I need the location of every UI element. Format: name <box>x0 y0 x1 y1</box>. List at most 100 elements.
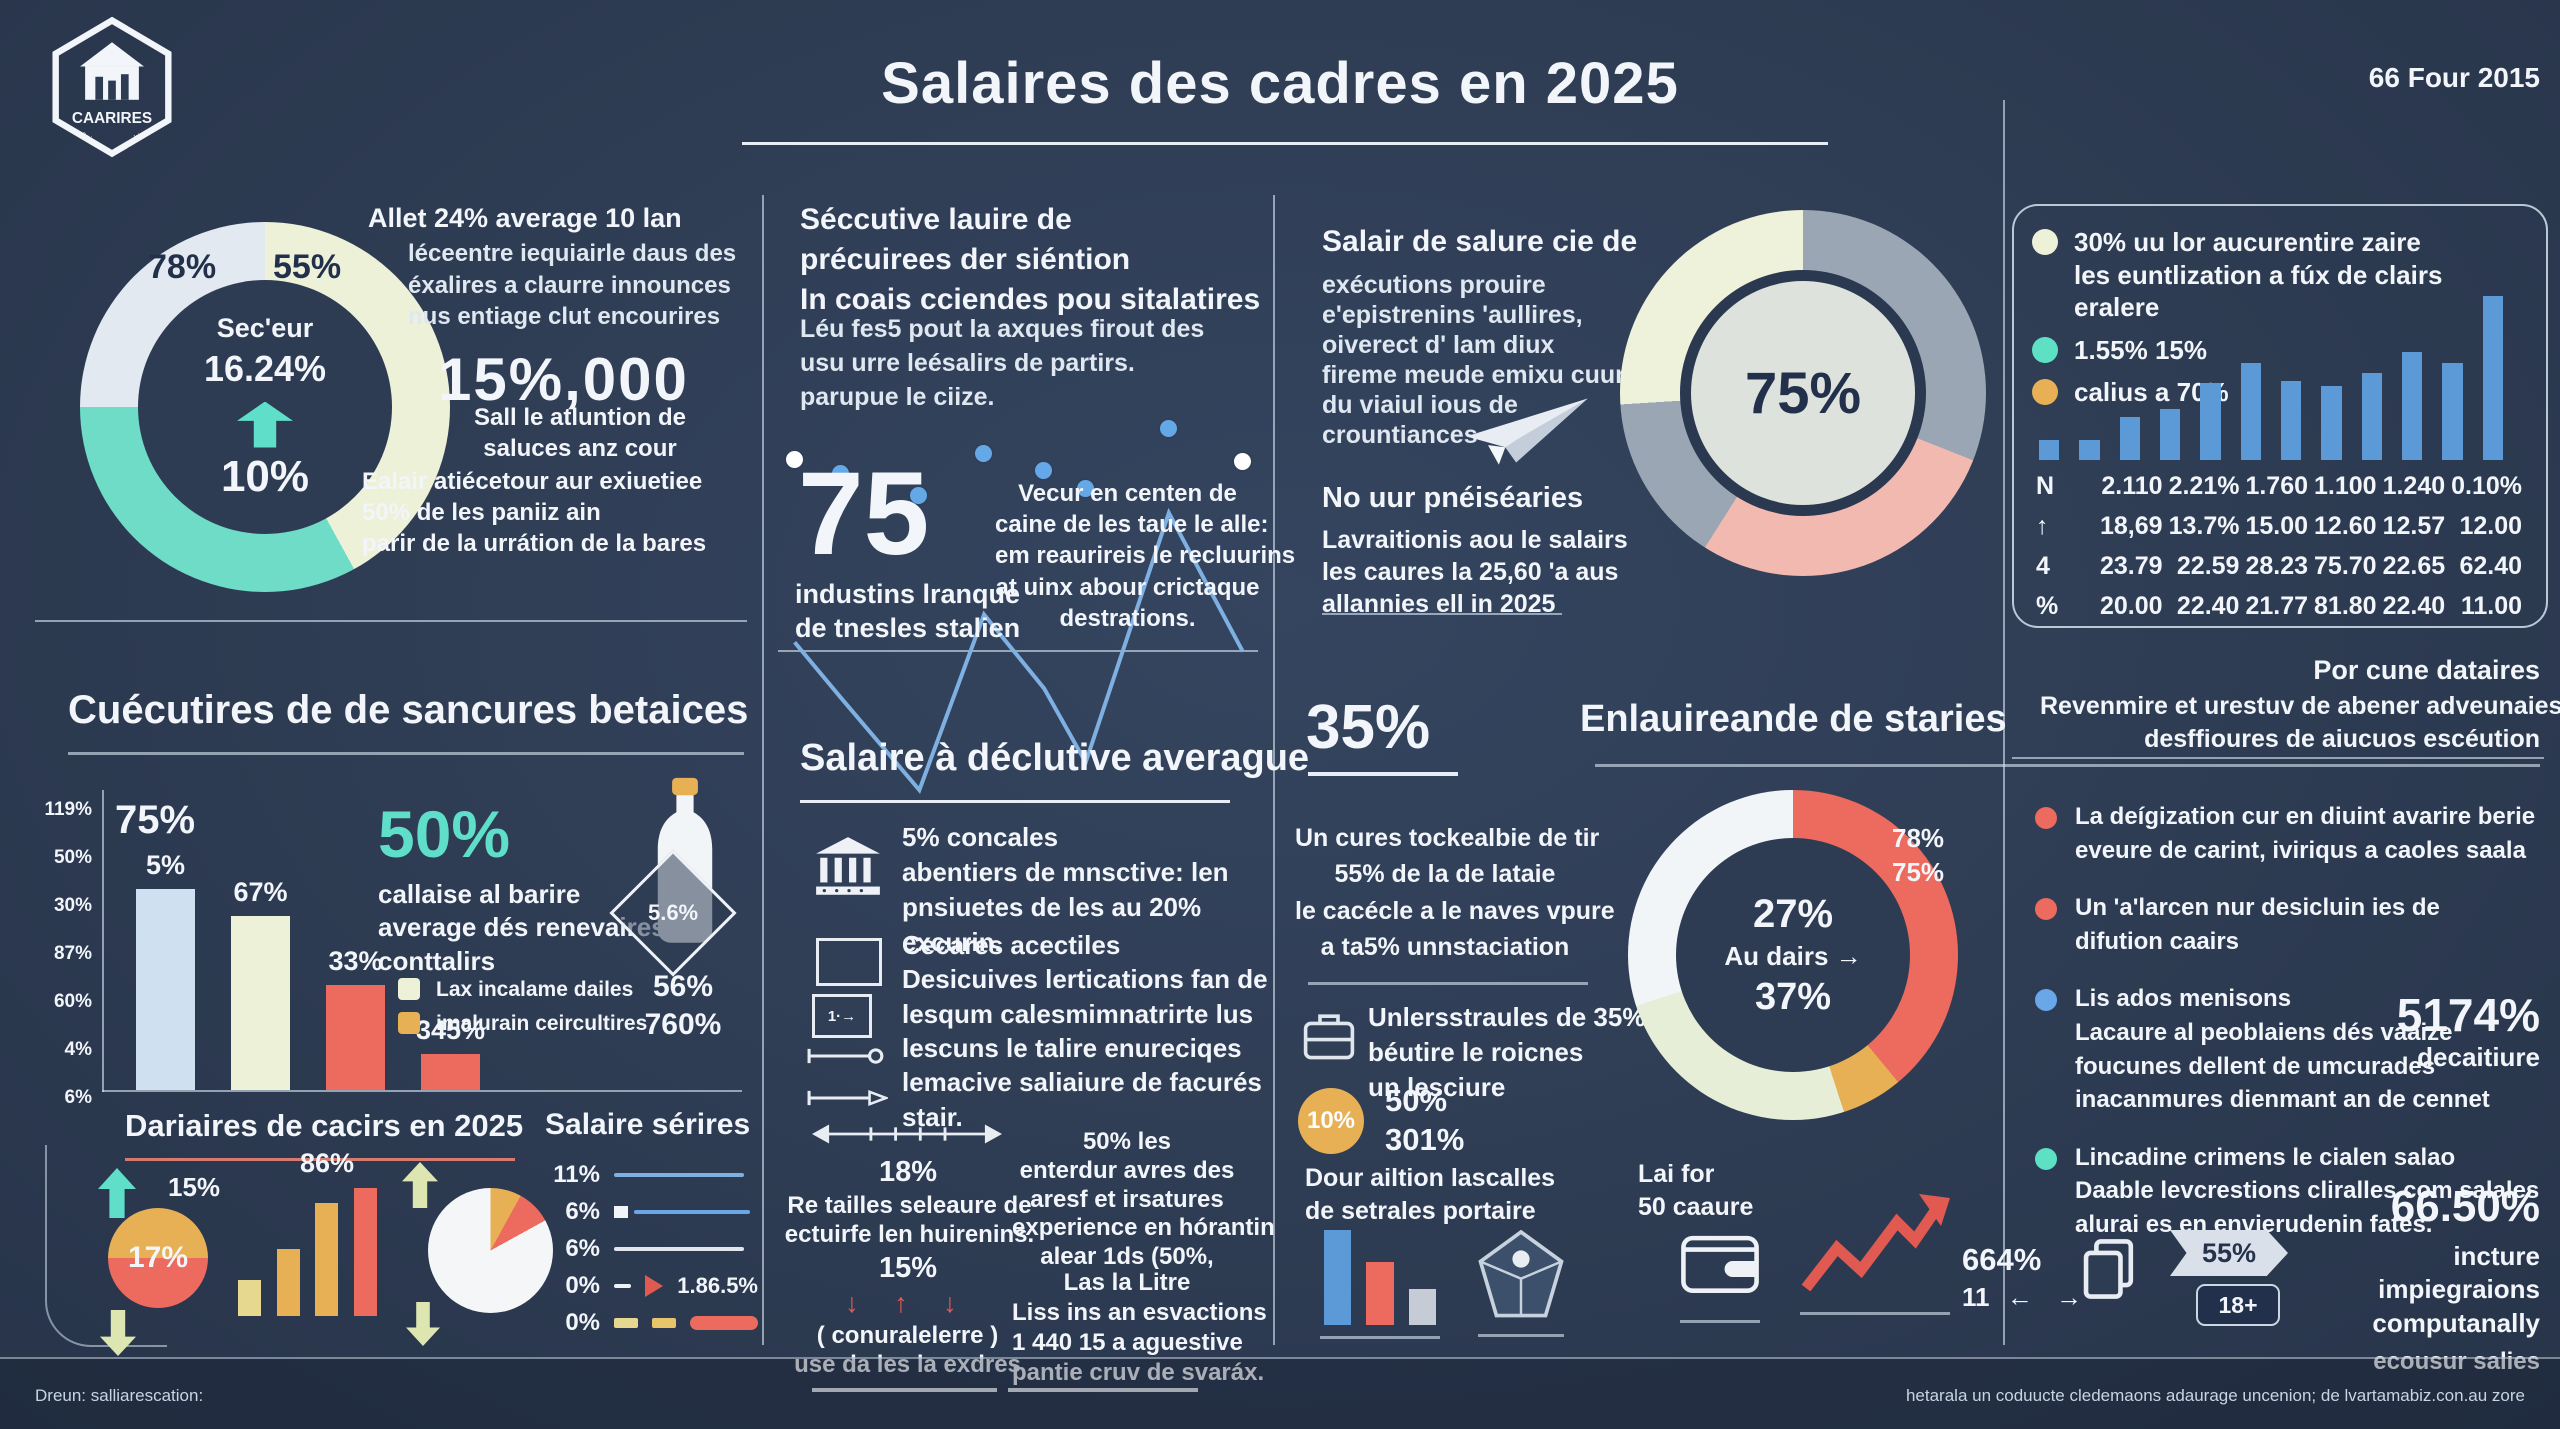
legend-label: 1.55% 15% <box>2074 334 2207 365</box>
legend-dot-icon <box>398 978 420 1000</box>
pr-donut-center-1: 27% <box>1752 891 1834 936</box>
rc-stat-5174-label: decaitiure <box>2417 1042 2540 1072</box>
pr-donut-center-2: Au dairs → <box>1724 940 1862 971</box>
series-row-5: 0% <box>548 1304 759 1341</box>
pm-heading: Salaire à déclutive averague <box>800 737 1310 779</box>
rc-bullet-list: La deígization cur en diuint avarire ber… <box>2035 800 2550 1266</box>
text-line: exécutions prouire <box>1322 271 1546 299</box>
text-line: conttalirs <box>378 945 496 976</box>
line-chart-point <box>1035 462 1053 480</box>
text-line: stair. <box>902 1101 963 1132</box>
pl-teal-lines: callaise al barire average dés renevaires… <box>378 878 666 978</box>
pr-donut-side-label: 78% 75% <box>1892 822 1944 890</box>
pl-bar-chart: 5% 67% 33% 345% <box>128 790 488 1090</box>
text-line: 75% <box>1892 856 1945 887</box>
salary-line-chart <box>785 402 1252 514</box>
text-line: 50% <box>53 847 92 868</box>
badge-55: 55% <box>2170 1230 2288 1276</box>
bar-rect <box>2159 409 2181 460</box>
p4-data-table: N 2.110 2.21% 1.760 1.100 1.240 0.10% ↑ 18,69 13.… <box>2036 472 2522 621</box>
icon-underline-3 <box>1680 1320 1760 1323</box>
text-line: parir de la urrátion de la bares <box>362 530 707 558</box>
line-chart-point <box>1076 480 1094 498</box>
pr-divider <box>1308 982 1588 985</box>
table-cell: 22.40 <box>2176 592 2240 620</box>
legend-item: Lax incalame dailes <box>398 978 647 1002</box>
date-label: 66 Four 2015 <box>2368 62 2540 93</box>
text-line: destrations. <box>1059 604 1196 632</box>
text-line: pnsiuetes de les au 20% <box>902 892 1202 923</box>
pm-lines1: Re tailles seleaure de ectuirfe len huire… <box>782 1192 1037 1250</box>
text-line: 6% <box>64 1087 92 1108</box>
text-line: a ta5% unnstaciation <box>1320 932 1570 961</box>
text-line: 1 440 15 a aguestive <box>1012 1329 1243 1356</box>
bar-rect <box>238 1280 262 1316</box>
text-line: nus entiage clut encourires <box>408 303 721 331</box>
pale-down-arrow-icon2 <box>406 1302 440 1346</box>
table-cell: 22.40 <box>2382 592 2446 620</box>
legend-label: Lax incalame dailes <box>436 978 634 1001</box>
pr-chip-10: 10% <box>1298 1088 1364 1154</box>
bullet-item: La deígization cur en diuint avarire ber… <box>2035 800 2550 867</box>
text-line: lemacive saliaiure de facurés <box>902 1067 1262 1098</box>
table-cell: 81.80 <box>2314 592 2377 620</box>
pl-heading-underline <box>68 752 744 755</box>
text-line: Ealair atiécetour aur exiuetiee <box>362 468 703 495</box>
series-square-marker-icon <box>614 1205 628 1218</box>
up-arrow-icon <box>237 401 293 448</box>
text-line: saluces anz cour <box>483 434 677 462</box>
text-line: le cacécle a le naves vpure <box>1295 896 1615 925</box>
text-line: experience en hórantin <box>1012 1214 1275 1242</box>
flow-arrow-icon-1 <box>807 1048 884 1064</box>
text-line: Revenmire et urestuv de abener adveunaie… <box>2040 692 2560 720</box>
text-line: 301% <box>1385 1121 1465 1157</box>
table-cell: 75.70 <box>2314 552 2377 580</box>
bar-rect <box>2038 440 2060 460</box>
bar <box>2197 296 2223 460</box>
text-line: Lavraitionis aou le salairs <box>1322 526 1628 554</box>
bar: 33% <box>318 790 393 1090</box>
icon-underline-2 <box>1478 1334 1564 1337</box>
pm-footer-line1 <box>812 1388 997 1392</box>
p1-callout-title: Allet 24% average 10 lan <box>368 203 682 233</box>
footer-strip <box>0 1357 2560 1429</box>
series-dash-yellow2-icon <box>652 1317 677 1328</box>
text-line: 4% <box>64 1039 92 1060</box>
donut-label-left: 78% <box>148 248 217 286</box>
donut-center-line1: Sec'eur <box>216 312 314 343</box>
legend-item: 1.55% 15% <box>2032 334 2462 367</box>
bar-rect <box>2079 440 2100 460</box>
table-cell: 18,69 <box>2100 512 2163 540</box>
stats-box-border <box>2012 204 2548 628</box>
series-red-triangle-icon <box>645 1274 664 1297</box>
text-line: allannies ell in 2025 <box>1322 590 1556 618</box>
sector-donut-chart: 78% 55% Sec'eur 16.24% 10% <box>80 222 450 592</box>
p2-right-paragraph: Vecur en centen de caine de les taue le a… <box>995 478 1295 634</box>
text-line: Dour ailtion lascalles <box>1305 1164 1556 1192</box>
rc-stat-664-sub: 11 ← → <box>1962 1282 2090 1313</box>
pr-stat-underline <box>1308 772 1458 776</box>
text-line: 50% de les paniiz ain <box>362 499 601 527</box>
text-line: enterdur avres des <box>1019 1156 1235 1184</box>
text-line: 55% de la de lataie <box>1334 860 1556 889</box>
bar-label: 33% <box>328 946 383 976</box>
text-line: du viaiul ious de <box>1322 391 1518 419</box>
bar-rect <box>276 1249 300 1316</box>
bar <box>2238 296 2264 460</box>
p2-heading: Séccutive lauire de précuirees der siénti… <box>800 200 1260 320</box>
line-chart-point <box>910 487 928 505</box>
p1-callout-lines: léceentre iequiairle daus des éxalires a … <box>408 238 736 333</box>
bar <box>312 1188 342 1316</box>
donut-center-line2: 16.24% <box>203 347 327 389</box>
bar <box>2480 296 2506 460</box>
bullet-text: Lis ados menisons Lacaure al peoblaiens d… <box>2075 985 2490 1114</box>
icon-underline-4 <box>1800 1312 1950 1315</box>
bar: 345% <box>413 790 488 1090</box>
bar-label: 5% <box>145 850 186 880</box>
bar <box>2036 296 2062 460</box>
text-line: Sall le atluntion de <box>473 404 687 431</box>
gem-euro-icon <box>1478 1229 1564 1318</box>
table-cell: N <box>2036 472 2055 500</box>
percent75-donut-chart: 75% <box>1620 210 1986 576</box>
pie1-label: 15% <box>168 1172 221 1202</box>
